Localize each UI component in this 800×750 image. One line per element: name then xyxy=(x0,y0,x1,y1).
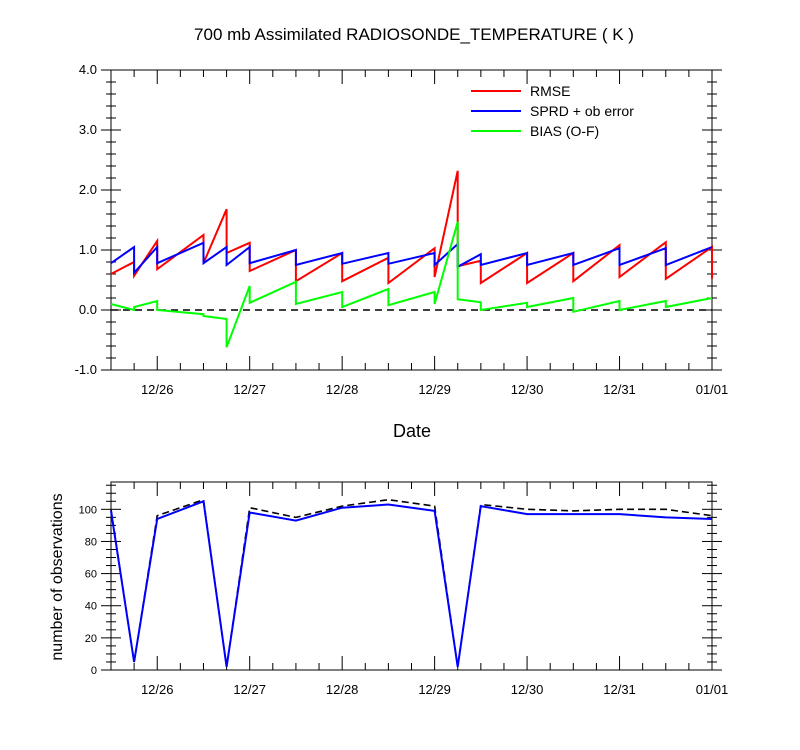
y-tick-label: 3.0 xyxy=(79,122,97,137)
y-axis-label: number of observations xyxy=(49,493,66,660)
x-tick-label: 01/01 xyxy=(696,382,729,397)
x-tick-label: 12/30 xyxy=(511,682,544,697)
x-tick-label: 12/31 xyxy=(603,682,636,697)
x-tick-label: 12/28 xyxy=(326,382,359,397)
y-tick-label: 0.0 xyxy=(79,302,97,317)
chart-title: 700 mb Assimilated RADIOSONDE_TEMPERATUR… xyxy=(194,25,634,44)
legend-label: RMSE xyxy=(530,83,570,99)
y-tick-label: 100 xyxy=(79,504,97,516)
series-line-rmse xyxy=(110,170,713,286)
series-line-observations-possible xyxy=(110,498,713,667)
series-line-bias-o-f- xyxy=(110,221,713,348)
series-line-observations-used xyxy=(110,499,713,667)
x-tick-label: 12/26 xyxy=(141,682,174,697)
y-tick-label: 40 xyxy=(85,601,97,613)
y-tick-label: 0 xyxy=(91,665,97,677)
y-tick-label: -1.0 xyxy=(75,362,97,377)
y-tick-label: 60 xyxy=(85,569,97,581)
legend-label: SPRD + ob error xyxy=(530,103,634,119)
plot-frame xyxy=(110,481,713,671)
x-tick-label: 12/27 xyxy=(233,682,266,697)
y-tick-label: 4.0 xyxy=(79,62,97,77)
observations-panel: 12/26 12/27 12/28 12/29 12/30 12/31 01/01 0 20 40… xyxy=(79,481,729,697)
x-tick-label: 12/28 xyxy=(326,682,359,697)
y-tick-label: 2.0 xyxy=(79,182,97,197)
x-tick-label: 01/01 xyxy=(696,682,729,697)
x-tick-label: 12/30 xyxy=(511,382,544,397)
temperature-panel: 12/26 12/27 12/28 12/29 12/30 12/31 01/01 -1.0 0… xyxy=(75,62,729,397)
x-tick-label: 12/31 xyxy=(603,382,636,397)
x-tick-label: 12/29 xyxy=(418,382,451,397)
series-line-sprd-ob-error xyxy=(110,241,713,276)
y-tick-label: 20 xyxy=(85,633,97,645)
legend-label: BIAS (O-F) xyxy=(530,123,599,139)
y-tick-label: 80 xyxy=(85,536,97,548)
x-tick-label: 12/29 xyxy=(418,682,451,697)
y-tick-label: 1.0 xyxy=(79,242,97,257)
x-tick-label: 12/26 xyxy=(141,382,174,397)
x-axis-label: Date xyxy=(393,421,431,441)
x-tick-label: 12/27 xyxy=(233,382,266,397)
